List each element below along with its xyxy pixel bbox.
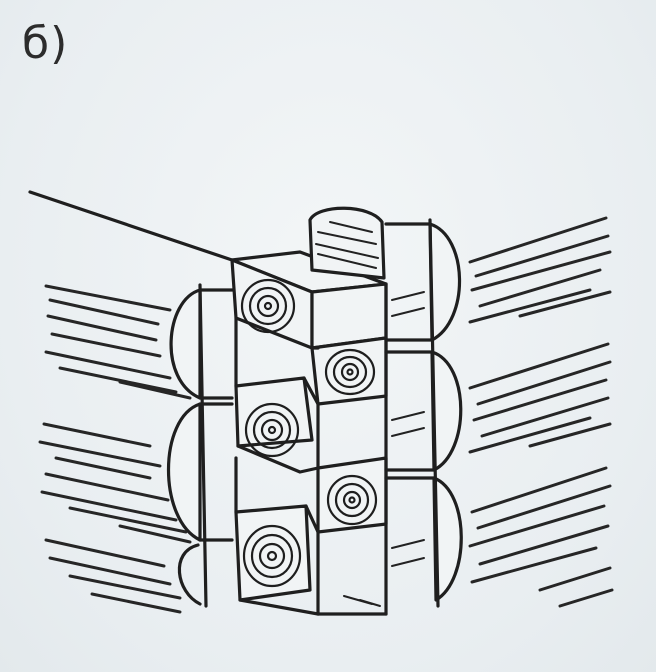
right-wall-grain <box>468 216 614 608</box>
top-log-edge <box>28 190 234 262</box>
left-wall-logs <box>166 283 237 608</box>
right-wall-logs <box>384 218 463 608</box>
block-side-grain <box>343 291 425 607</box>
wood-rings <box>240 278 378 588</box>
figure-label: б) <box>22 18 69 69</box>
left-wall-grain <box>38 284 192 614</box>
top-log-end <box>308 206 386 280</box>
